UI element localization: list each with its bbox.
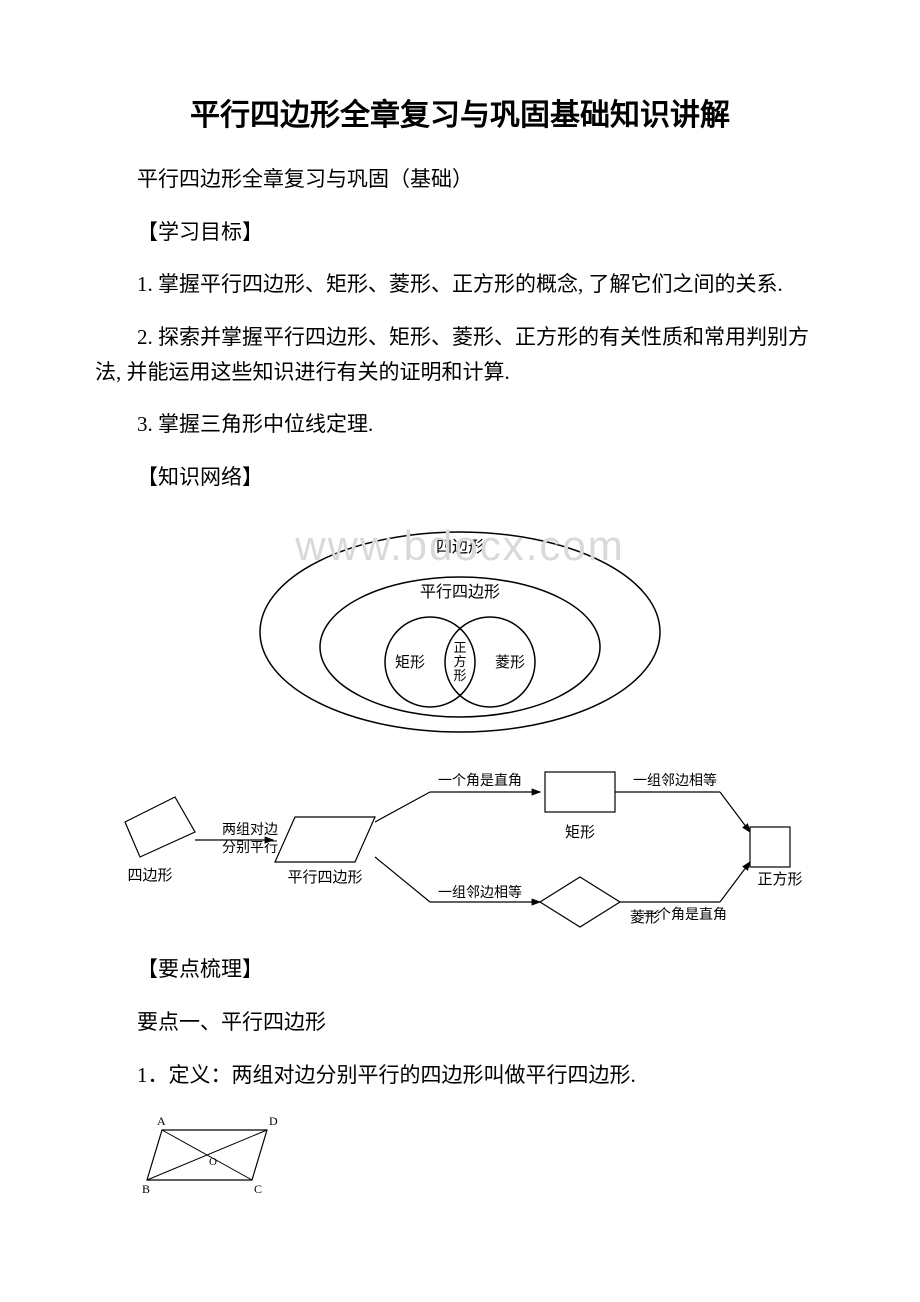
page-title: 平行四边形全章复习与巩固基础知识讲解 xyxy=(95,90,825,134)
goal-3: 3. 掌握三角形中位线定理. xyxy=(95,407,825,442)
flow-right-angle2-label: 一个角是直角 xyxy=(643,906,727,923)
venn-center-label-3: 形 xyxy=(453,668,466,683)
network-header: 【知识网络】 xyxy=(95,460,825,495)
flow-rect-label: 矩形 xyxy=(565,824,595,841)
vertex-a: A xyxy=(157,1114,166,1128)
venn-mid-label: 平行四边形 xyxy=(420,583,500,601)
goal-2: 2. 探索并掌握平行四边形、矩形、菱形、正方形的有关性质和常用判别方法, 并能运… xyxy=(95,320,825,389)
flow-square-label: 正方形 xyxy=(757,871,802,888)
parallelogram-figure: A D B C O xyxy=(137,1110,297,1200)
flow-adj-equal-label: 一组邻边相等 xyxy=(438,884,522,901)
vertex-b: B xyxy=(142,1182,150,1196)
flow-adj-equal2-label: 一组邻边相等 xyxy=(633,772,717,789)
flow-parallel-cond-1: 两组对边 xyxy=(222,822,278,838)
flow-parallel-cond-2: 分别平行 xyxy=(222,840,278,856)
flow-parallelogram-label: 平行四边形 xyxy=(287,869,362,886)
flow-diagram: 四边形 两组对边 分别平行 平行四边形 一个角是直角 矩形 一组邻边相等 菱形 … xyxy=(110,762,810,932)
venn-center-label-1: 正 xyxy=(453,640,466,655)
goals-header: 【学习目标】 xyxy=(95,215,825,250)
venn-center-label-2: 方 xyxy=(453,654,466,669)
flow-right-angle-label: 一个角是直角 xyxy=(438,772,522,789)
vertex-o: O xyxy=(209,1156,217,1168)
venn-outer-label: 四边形 xyxy=(436,538,484,556)
point1-header: 要点一、平行四边形 xyxy=(95,1005,825,1040)
flow-quad-label: 四边形 xyxy=(127,867,172,884)
venn-diagram: 四边形 平行四边形 矩形 菱形 正 方 形 xyxy=(240,512,680,742)
venn-right-label: 菱形 xyxy=(495,654,525,671)
subtitle: 平行四边形全章复习与巩固（基础） xyxy=(95,162,825,197)
goal-1: 1. 掌握平行四边形、矩形、菱形、正方形的概念, 了解它们之间的关系. xyxy=(95,267,825,302)
outline-header: 【要点梳理】 xyxy=(95,952,825,987)
venn-left-label: 矩形 xyxy=(395,654,425,671)
vertex-c: C xyxy=(254,1182,262,1196)
vertex-d: D xyxy=(269,1114,278,1128)
point1-def: 1．定义：两组对边分别平行的四边形叫做平行四边形. xyxy=(95,1058,825,1093)
